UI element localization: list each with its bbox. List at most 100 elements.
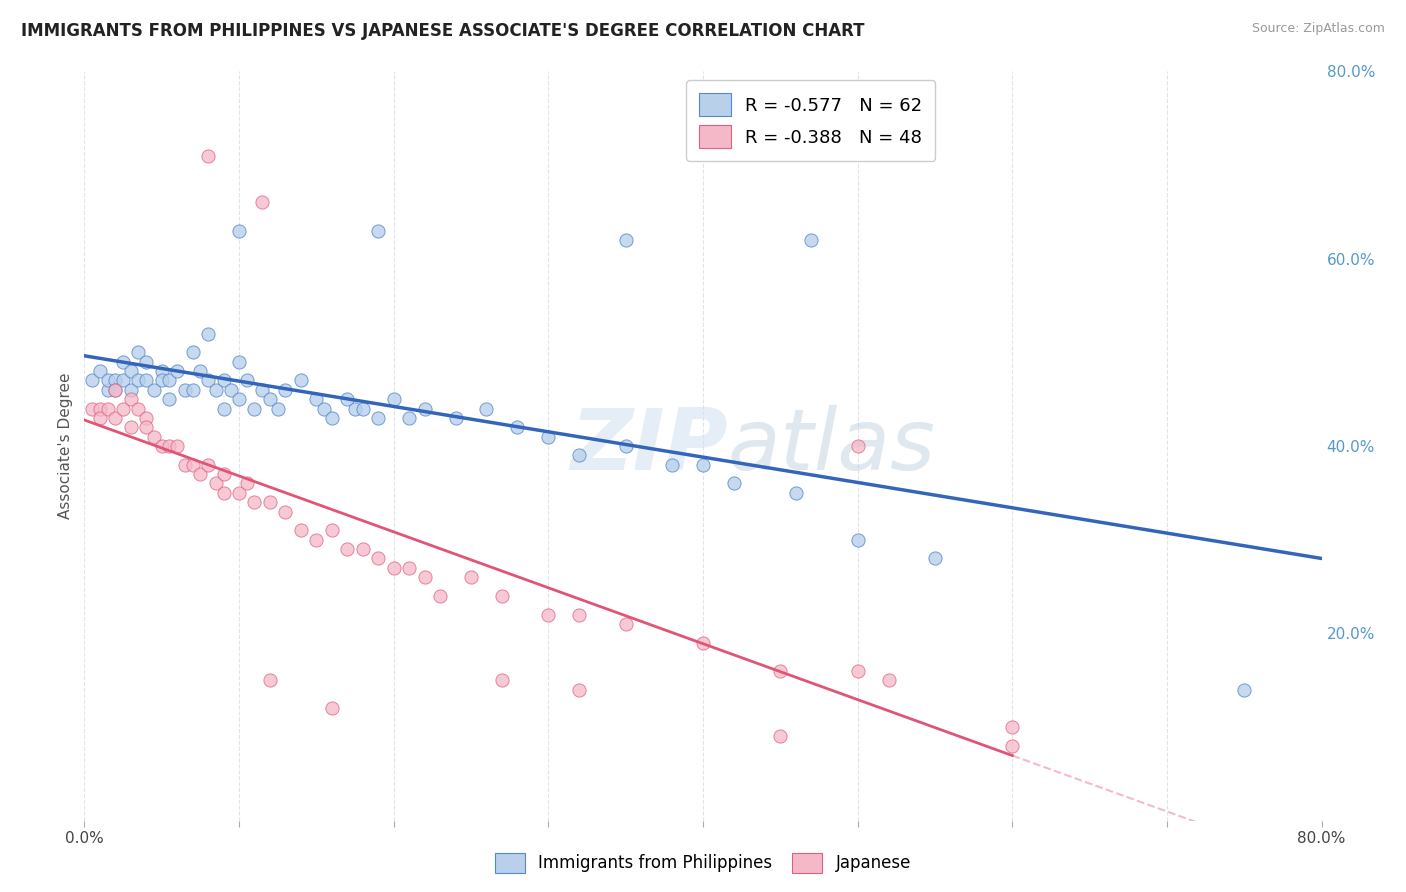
- Point: [312, 401, 335, 416]
- Point: [290, 374, 312, 388]
- Point: [321, 411, 343, 425]
- Point: [537, 430, 560, 444]
- Point: [159, 392, 180, 407]
- Point: [250, 195, 273, 210]
- Point: [135, 355, 157, 369]
- Point: [460, 570, 482, 584]
- Point: [197, 149, 219, 163]
- Point: [96, 383, 118, 397]
- Point: [1001, 720, 1024, 734]
- Point: [127, 401, 149, 416]
- Point: [112, 355, 135, 369]
- Point: [235, 374, 259, 388]
- Point: [104, 411, 127, 425]
- Point: [614, 233, 637, 247]
- Point: [491, 589, 513, 603]
- Point: [692, 458, 714, 472]
- Text: ZIP: ZIP: [569, 404, 728, 488]
- Point: [290, 524, 312, 538]
- Point: [661, 458, 683, 472]
- Point: [413, 570, 436, 584]
- Point: [104, 383, 127, 397]
- Point: [382, 392, 405, 407]
- Legend: Immigrants from Philippines, Japanese: Immigrants from Philippines, Japanese: [488, 847, 918, 880]
- Point: [398, 411, 420, 425]
- Point: [769, 730, 792, 744]
- Point: [1001, 739, 1024, 753]
- Point: [89, 401, 111, 416]
- Point: [166, 439, 188, 453]
- Point: [120, 392, 142, 407]
- Point: [181, 383, 204, 397]
- Point: [614, 439, 637, 453]
- Point: [159, 439, 180, 453]
- Point: [243, 401, 266, 416]
- Text: atlas: atlas: [728, 404, 936, 488]
- Point: [785, 486, 807, 500]
- Point: [89, 411, 111, 425]
- Point: [127, 374, 149, 388]
- Point: [259, 673, 281, 688]
- Point: [382, 561, 405, 575]
- Point: [143, 430, 166, 444]
- Point: [174, 383, 197, 397]
- Point: [924, 551, 946, 566]
- Point: [243, 495, 266, 509]
- Point: [159, 374, 180, 388]
- Legend: R = -0.577   N = 62, R = -0.388   N = 48: R = -0.577 N = 62, R = -0.388 N = 48: [686, 80, 935, 161]
- Point: [429, 589, 451, 603]
- Point: [352, 542, 374, 557]
- Point: [568, 607, 591, 622]
- Point: [352, 401, 374, 416]
- Point: [321, 701, 343, 715]
- Point: [343, 401, 366, 416]
- Point: [413, 401, 436, 416]
- Point: [82, 374, 104, 388]
- Point: [846, 533, 869, 547]
- Point: [212, 374, 235, 388]
- Point: [127, 345, 149, 359]
- Point: [197, 374, 219, 388]
- Point: [197, 326, 219, 341]
- Point: [150, 439, 173, 453]
- Point: [367, 223, 389, 237]
- Point: [181, 345, 204, 359]
- Point: [321, 524, 343, 538]
- Point: [197, 458, 219, 472]
- Point: [444, 411, 467, 425]
- Point: [250, 383, 273, 397]
- Point: [174, 458, 197, 472]
- Point: [259, 392, 281, 407]
- Point: [205, 476, 228, 491]
- Point: [166, 364, 188, 378]
- Point: [723, 476, 745, 491]
- Point: [212, 401, 235, 416]
- Point: [104, 374, 127, 388]
- Point: [120, 383, 142, 397]
- Point: [491, 673, 513, 688]
- Point: [82, 401, 104, 416]
- Point: [228, 355, 250, 369]
- Point: [150, 374, 173, 388]
- Point: [96, 374, 118, 388]
- Point: [537, 607, 560, 622]
- Point: [188, 364, 211, 378]
- Text: IMMIGRANTS FROM PHILIPPINES VS JAPANESE ASSOCIATE'S DEGREE CORRELATION CHART: IMMIGRANTS FROM PHILIPPINES VS JAPANESE …: [21, 22, 865, 40]
- Text: Source: ZipAtlas.com: Source: ZipAtlas.com: [1251, 22, 1385, 36]
- Point: [212, 467, 235, 482]
- Point: [188, 467, 211, 482]
- Point: [568, 449, 591, 463]
- Point: [274, 383, 297, 397]
- Point: [506, 420, 529, 434]
- Point: [135, 374, 157, 388]
- Point: [143, 383, 166, 397]
- Point: [112, 374, 135, 388]
- Point: [305, 533, 328, 547]
- Point: [305, 392, 328, 407]
- Point: [150, 364, 173, 378]
- Point: [96, 401, 118, 416]
- Point: [475, 401, 498, 416]
- Point: [800, 233, 823, 247]
- Point: [692, 635, 714, 649]
- Point: [846, 664, 869, 678]
